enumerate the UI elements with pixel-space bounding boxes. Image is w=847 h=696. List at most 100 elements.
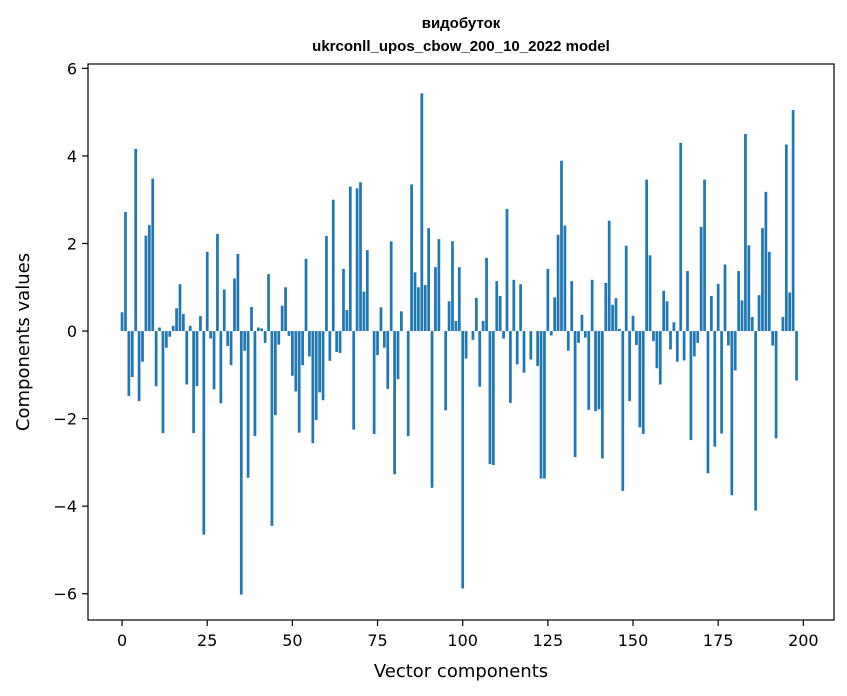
bar xyxy=(774,331,778,439)
bar xyxy=(713,331,717,447)
bar xyxy=(614,298,618,332)
x-axis-ticks: 0 25 50 75 100 125 150 175 200 xyxy=(117,620,819,650)
bar xyxy=(791,109,795,332)
bar xyxy=(522,331,526,373)
bar xyxy=(710,296,713,332)
bar xyxy=(362,291,366,332)
bar xyxy=(260,328,264,332)
bar xyxy=(771,331,775,346)
bar xyxy=(417,287,420,332)
bar xyxy=(669,331,672,350)
bar xyxy=(492,331,495,466)
bar xyxy=(229,331,233,366)
bar xyxy=(556,234,560,332)
y-tick-label: 6 xyxy=(67,59,77,78)
x-axis-label: Vector components xyxy=(374,661,548,682)
bar xyxy=(784,144,788,332)
bar xyxy=(577,331,580,343)
bar xyxy=(164,331,168,348)
bar xyxy=(767,251,771,332)
bar xyxy=(764,191,768,332)
bar xyxy=(457,267,461,332)
bar xyxy=(447,301,451,332)
bar xyxy=(182,313,185,332)
bar xyxy=(287,331,291,336)
bar xyxy=(427,228,431,332)
bar xyxy=(549,331,553,336)
bar xyxy=(652,331,655,342)
bar xyxy=(393,331,396,475)
bar xyxy=(594,331,597,412)
y-tick-label: 2 xyxy=(67,234,77,253)
bar xyxy=(498,296,502,332)
bar xyxy=(618,328,621,332)
y-tick-label: −2 xyxy=(53,410,77,429)
bar xyxy=(635,331,638,346)
bar xyxy=(757,295,761,332)
bar xyxy=(219,331,223,404)
bar xyxy=(314,331,318,420)
bars-group xyxy=(120,93,798,595)
bar xyxy=(781,317,785,332)
bar xyxy=(277,331,281,345)
x-tick-label: 125 xyxy=(533,631,564,650)
bar xyxy=(563,225,567,332)
bar xyxy=(495,281,499,332)
y-axis-ticks: −6 −4 −2 0 2 4 6 xyxy=(53,59,88,604)
bar xyxy=(188,325,192,332)
bar xyxy=(280,305,284,332)
bar xyxy=(519,284,522,332)
x-tick-label: 175 xyxy=(703,631,734,650)
bar xyxy=(406,331,410,437)
bar xyxy=(318,331,321,393)
y-axis-label: Components values xyxy=(13,253,34,431)
bar xyxy=(601,331,604,459)
bar xyxy=(158,327,161,332)
bar xyxy=(396,331,400,380)
bar xyxy=(273,331,277,416)
bar xyxy=(515,331,519,365)
bar xyxy=(754,331,758,511)
bar xyxy=(134,148,138,332)
bar xyxy=(410,184,413,332)
bar xyxy=(382,331,386,348)
bar xyxy=(338,331,342,353)
bar xyxy=(212,331,216,390)
x-tick-label: 50 xyxy=(282,631,302,650)
bar xyxy=(308,331,311,357)
bar xyxy=(413,272,417,332)
y-tick-label: −4 xyxy=(53,497,77,516)
bar xyxy=(311,331,315,444)
bar xyxy=(253,331,257,437)
bar xyxy=(130,331,134,378)
bar xyxy=(686,271,689,332)
bar xyxy=(703,179,706,332)
bar xyxy=(546,268,550,332)
bar xyxy=(750,317,754,332)
bar xyxy=(481,320,485,332)
bar xyxy=(624,245,628,332)
bar xyxy=(192,331,195,434)
bar xyxy=(420,93,424,332)
bar xyxy=(590,279,594,332)
bar xyxy=(692,331,696,357)
x-tick-label: 200 xyxy=(788,631,819,650)
bar xyxy=(400,311,403,332)
bar xyxy=(185,331,189,385)
bar xyxy=(444,331,448,411)
bar xyxy=(246,331,250,478)
bar xyxy=(120,312,124,332)
bar xyxy=(267,274,270,332)
bar xyxy=(325,236,328,332)
bar xyxy=(675,331,679,362)
bar xyxy=(604,282,608,332)
bar xyxy=(597,331,601,410)
bar xyxy=(662,290,666,332)
bar xyxy=(502,331,505,339)
bar xyxy=(342,268,345,332)
bar xyxy=(720,331,723,434)
bar xyxy=(137,331,141,402)
bar xyxy=(761,228,764,332)
bar xyxy=(328,331,332,361)
